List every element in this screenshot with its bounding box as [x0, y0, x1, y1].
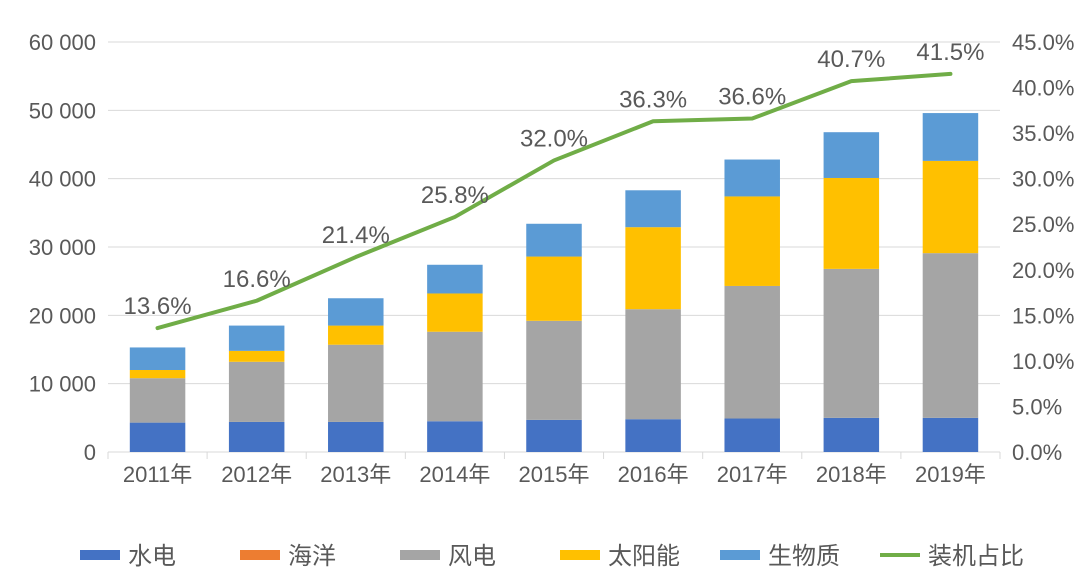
legend-swatch	[240, 550, 280, 560]
y-axis-right-label: 20.0%	[1012, 258, 1074, 283]
bar-biomass	[229, 326, 285, 351]
line-data-label: 36.3%	[619, 86, 687, 113]
bar-biomass	[328, 298, 384, 325]
y-axis-left-label: 20 000	[29, 303, 96, 328]
line-data-label: 13.6%	[124, 293, 192, 320]
bar-biomass	[526, 224, 582, 257]
line-data-label: 41.5%	[916, 39, 984, 66]
legend-label: 水电	[128, 543, 176, 570]
legend-label: 风电	[448, 543, 496, 570]
x-axis-label: 2013年	[320, 462, 391, 487]
y-axis-right-label: 45.0%	[1012, 30, 1074, 55]
bar-wind	[724, 286, 780, 419]
y-axis-right-label: 30.0%	[1012, 167, 1074, 192]
bar-wind	[130, 378, 186, 422]
bar-solar	[625, 227, 681, 309]
bar-solar	[328, 326, 384, 345]
legend-label: 太阳能	[608, 543, 680, 570]
bar-hydro	[824, 418, 880, 452]
bar-hydro	[724, 419, 780, 452]
bar-hydro	[526, 420, 582, 452]
bar-solar	[824, 178, 880, 269]
bar-hydro	[130, 423, 186, 452]
bar-solar	[724, 196, 780, 286]
line-data-label: 40.7%	[817, 46, 885, 73]
y-axis-left-label: 60 000	[29, 30, 96, 55]
legend-label: 生物质	[768, 543, 840, 570]
bar-biomass	[427, 265, 483, 294]
legend-label: 装机占比	[928, 543, 1024, 570]
y-axis-left-label: 0	[84, 440, 96, 465]
bar-wind	[229, 362, 285, 422]
x-axis-label: 2015年	[519, 462, 590, 487]
bar-wind	[824, 269, 880, 418]
bar-hydro	[229, 422, 285, 452]
y-axis-right-label: 10.0%	[1012, 349, 1074, 374]
legend-swatch	[400, 550, 440, 560]
bar-solar	[427, 293, 483, 331]
bar-wind	[526, 321, 582, 420]
bar-biomass	[130, 347, 186, 370]
bar-wind	[328, 345, 384, 422]
bar-hydro	[427, 421, 483, 452]
bar-hydro	[923, 418, 979, 452]
y-axis-right-label: 25.0%	[1012, 212, 1074, 237]
x-axis-label: 2011年	[123, 462, 192, 487]
bar-hydro	[625, 419, 681, 452]
bar-wind	[923, 253, 979, 418]
chart-svg: 0 10 000 20 000 30 000 40 000 50 000 60 000 0.0…	[0, 0, 1080, 583]
y-axis-left-label: 40 000	[29, 167, 96, 192]
legend-label: 海洋	[288, 543, 336, 570]
chart-container: 0 10 000 20 000 30 000 40 000 50 000 60 000 0.0…	[0, 0, 1080, 583]
x-axis-label: 2012年	[221, 462, 292, 487]
bar-solar	[130, 370, 186, 378]
y-axis-right-label: 0.0%	[1012, 440, 1062, 465]
line-data-label: 36.6%	[718, 84, 786, 111]
bar-solar	[526, 257, 582, 321]
x-axis-label: 2019年	[915, 462, 986, 487]
y-axis-right-label: 15.0%	[1012, 303, 1074, 328]
legend-swatch	[720, 550, 760, 560]
bar-solar	[923, 161, 979, 253]
x-axis-label: 2016年	[618, 462, 689, 487]
y-axis-left-label: 10 000	[29, 372, 96, 397]
bar-biomass	[724, 160, 780, 197]
bar-biomass	[824, 132, 880, 178]
bar-biomass	[625, 190, 681, 227]
line-data-label: 32.0%	[520, 125, 588, 152]
y-axis-right-label: 35.0%	[1012, 121, 1074, 146]
bar-wind	[625, 309, 681, 419]
bar-wind	[427, 332, 483, 422]
bar-biomass	[923, 113, 979, 161]
x-axis-label: 2014年	[419, 462, 490, 487]
line-data-label: 21.4%	[322, 222, 390, 249]
line-data-label: 25.8%	[421, 182, 489, 209]
y-axis-right-label: 5.0%	[1012, 394, 1062, 419]
x-axis-label: 2017年	[717, 462, 788, 487]
x-axis-label: 2018年	[816, 462, 887, 487]
legend-swatch	[80, 550, 120, 560]
bar-solar	[229, 351, 285, 362]
y-axis-right-label: 40.0%	[1012, 76, 1074, 101]
legend-swatch	[560, 550, 600, 560]
y-axis-left-label: 50 000	[29, 98, 96, 123]
bar-hydro	[328, 422, 384, 452]
y-axis-left-label: 30 000	[29, 235, 96, 260]
line-data-label: 16.6%	[223, 266, 291, 293]
